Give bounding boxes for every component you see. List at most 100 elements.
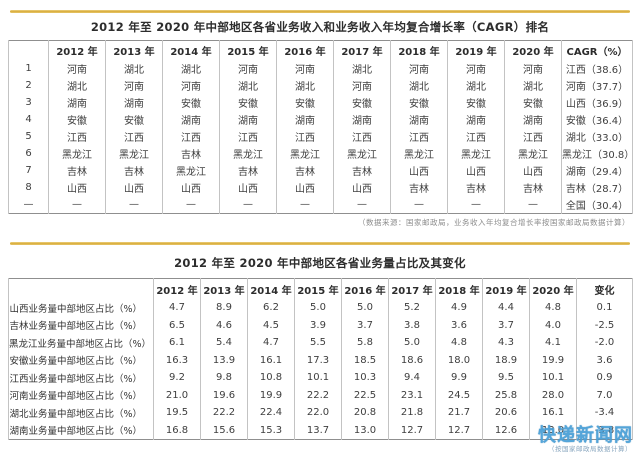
table-cell: 湖南: [162, 111, 220, 128]
table-cell: 22.4: [247, 404, 295, 422]
volume-share-table-title: 2012 年至 2020 年中部地区各省业务量占比及其变化: [174, 256, 466, 270]
column-header: 2016 年: [341, 278, 389, 299]
table-cell: —: [447, 196, 505, 214]
table-cell: 河南: [447, 60, 505, 77]
table-cell: 湖南: [105, 94, 163, 111]
table-row: 8 山西 山西 山西 山西 山西 山西 吉林 吉林 吉林 吉林（28.7）: [8, 179, 633, 196]
table-cell: 10.8: [247, 369, 295, 387]
table-cell: 22.5: [341, 386, 389, 404]
table-cell: 湖北: [105, 60, 163, 77]
table-cell: 安徽: [276, 94, 334, 111]
table-cell: 湖南: [48, 94, 106, 111]
table-cell: 河南: [219, 60, 277, 77]
table-cell: 山西: [162, 179, 220, 196]
table-cell: 10.3: [341, 369, 389, 387]
column-header: CAGR（%）: [561, 40, 633, 60]
table-cell: 22.0: [294, 404, 342, 422]
table-cell: 河南（37.7）: [561, 77, 633, 94]
table-cell: 5.2: [388, 299, 436, 317]
data-source-footnote: （数据来源：国家邮政局，业务收入年均复合增长率按国家邮政局数据计算）: [358, 218, 630, 227]
table-cell: 4.7: [247, 334, 295, 352]
table-cell: 湖北业务量中部地区占比（%）: [8, 404, 154, 422]
column-header: 2019 年: [482, 278, 530, 299]
table-cell: 山西: [504, 162, 562, 179]
table-cell: 山西（36.9）: [561, 94, 633, 111]
table-cell: 4.1: [529, 334, 577, 352]
table-header-row: 2012 年 2013 年 2014 年 2015 年 2016 年 2017 年 2018…: [8, 278, 633, 299]
table-cell: 湖南: [333, 111, 391, 128]
table-cell: 15.6: [200, 421, 248, 440]
column-header: 2019 年: [447, 40, 505, 60]
table-cell: 25.8: [482, 386, 530, 404]
table-cell: 江西: [276, 128, 334, 145]
table-cell: 6.1: [153, 334, 201, 352]
table-cell: 湖南: [276, 111, 334, 128]
table-cell: 7: [8, 162, 49, 179]
table-cell: 22.2: [294, 386, 342, 404]
table-cell: 9.8: [200, 369, 248, 387]
table-cell: 安徽: [105, 111, 163, 128]
table-row: 3 湖南 湖南 安徽 安徽 安徽 安徽 安徽 安徽 安徽 山西（36.9）: [8, 94, 633, 111]
table-row: 山西业务量中部地区占比（%） 4.7 8.9 6.2 5.0 5.0 5.2 4.9 4.4 4.…: [8, 299, 633, 317]
table-cell: 12.6: [482, 421, 530, 440]
table-cell: 21.0: [153, 386, 201, 404]
table-cell: 4.4: [482, 299, 530, 317]
table-header-row: 2012 年 2013 年 2014 年 2015 年 2016 年 2017 年 2018…: [8, 40, 633, 60]
table-row: 7 吉林 吉林 黑龙江 吉林 吉林 吉林 山西 山西 山西 湖南（29.4）: [8, 162, 633, 179]
table-row: 河南业务量中部地区占比（%） 21.0 19.6 19.9 22.2 22.5 23.1 24…: [8, 386, 633, 404]
table-cell: —: [219, 196, 277, 214]
table-cell: 黑龙江: [333, 145, 391, 162]
volume-share-table: 2012 年 2013 年 2014 年 2015 年 2016 年 2017 年 2018…: [8, 278, 633, 440]
table-cell: 山西: [105, 179, 163, 196]
table-cell: 吉林: [504, 179, 562, 196]
table-cell: 湖南（29.4）: [561, 162, 633, 179]
table-cell: 黑龙江: [447, 145, 505, 162]
table-cell: 21.7: [435, 404, 483, 422]
table-cell: 山西: [276, 179, 334, 196]
middle-divider-bar: [10, 242, 630, 245]
table-cell: 湖北: [333, 60, 391, 77]
table-cell: —: [390, 196, 448, 214]
column-header: 2012 年: [153, 278, 201, 299]
table-cell: 安徽: [504, 94, 562, 111]
table-cell: 黑龙江: [162, 162, 220, 179]
table-cell: 12.7: [435, 421, 483, 440]
table-cell: 安徽: [162, 94, 220, 111]
volume-share-table-body: 山西业务量中部地区占比（%） 4.7 8.9 6.2 5.0 5.0 5.2 4.9 4.4 4.…: [8, 299, 633, 440]
column-header: 2018 年: [435, 278, 483, 299]
table-cell: 湖南: [504, 111, 562, 128]
table-cell: 4.3: [482, 334, 530, 352]
table-cell: 3.8: [388, 316, 436, 334]
table-cell: 河南: [162, 77, 220, 94]
table-cell: 安徽: [390, 94, 448, 111]
table-cell: —: [8, 196, 49, 214]
table-cell: 江西: [219, 128, 277, 145]
table-cell: —: [48, 196, 106, 214]
table-cell: 吉林业务量中部地区占比（%）: [8, 316, 154, 334]
cagr-table-body: 1 河南 湖北 湖北 河南 河南 湖北 河南 河南 河南 江西（38.6） 2 湖北 河南 河南 湖北 湖北 河南…: [8, 60, 633, 214]
table-cell: -2.5: [576, 316, 633, 334]
table-cell: 安徽: [48, 111, 106, 128]
table-cell: —: [276, 196, 334, 214]
table-cell: 湖北: [390, 77, 448, 94]
table-cell: 安徽: [333, 94, 391, 111]
table-cell: 13.0: [341, 421, 389, 440]
table-cell: 23.1: [388, 386, 436, 404]
table-cell: 5.4: [200, 334, 248, 352]
table-cell: 22.2: [200, 404, 248, 422]
table-cell: 黑龙江: [390, 145, 448, 162]
table-cell: 江西: [105, 128, 163, 145]
cagr-ranking-table: 2012 年 2013 年 2014 年 2015 年 2016 年 2017 年 2018…: [8, 40, 633, 214]
table-cell: 7.0: [576, 386, 633, 404]
table-cell: 2: [8, 77, 49, 94]
table-cell: 山西: [447, 162, 505, 179]
column-header: 2014 年: [247, 278, 295, 299]
table-row: 1 河南 湖北 湖北 河南 河南 湖北 河南 河南 河南 江西（38.6）: [8, 60, 633, 77]
table-cell: 山西: [390, 162, 448, 179]
table-cell: 江西: [162, 128, 220, 145]
top-divider-bar: [10, 10, 630, 13]
table-cell: 4.9: [435, 299, 483, 317]
table-cell: 16.1: [247, 351, 295, 369]
table-cell: 9.4: [388, 369, 436, 387]
